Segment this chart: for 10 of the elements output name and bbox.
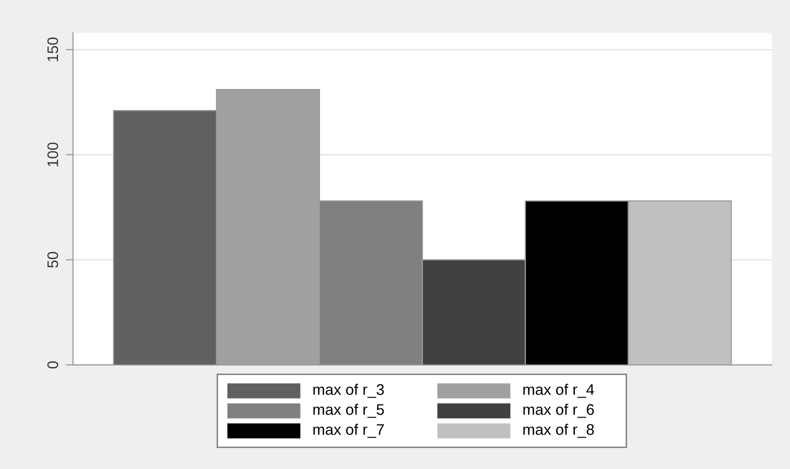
legend-label: max of r_7: [313, 424, 384, 438]
y-tick-label: 100: [47, 142, 58, 166]
legend-label: max of r_3: [313, 384, 384, 398]
legend-label: max of r_6: [523, 404, 594, 418]
legend-label: max of r_8: [523, 424, 594, 438]
y-tick-label: 0: [47, 361, 58, 369]
y-tick-label: 150: [47, 37, 58, 62]
legend-label: max of r_5: [313, 404, 384, 418]
y-tick-label: 50: [47, 252, 58, 268]
legend-label: max of r_4: [523, 384, 594, 398]
